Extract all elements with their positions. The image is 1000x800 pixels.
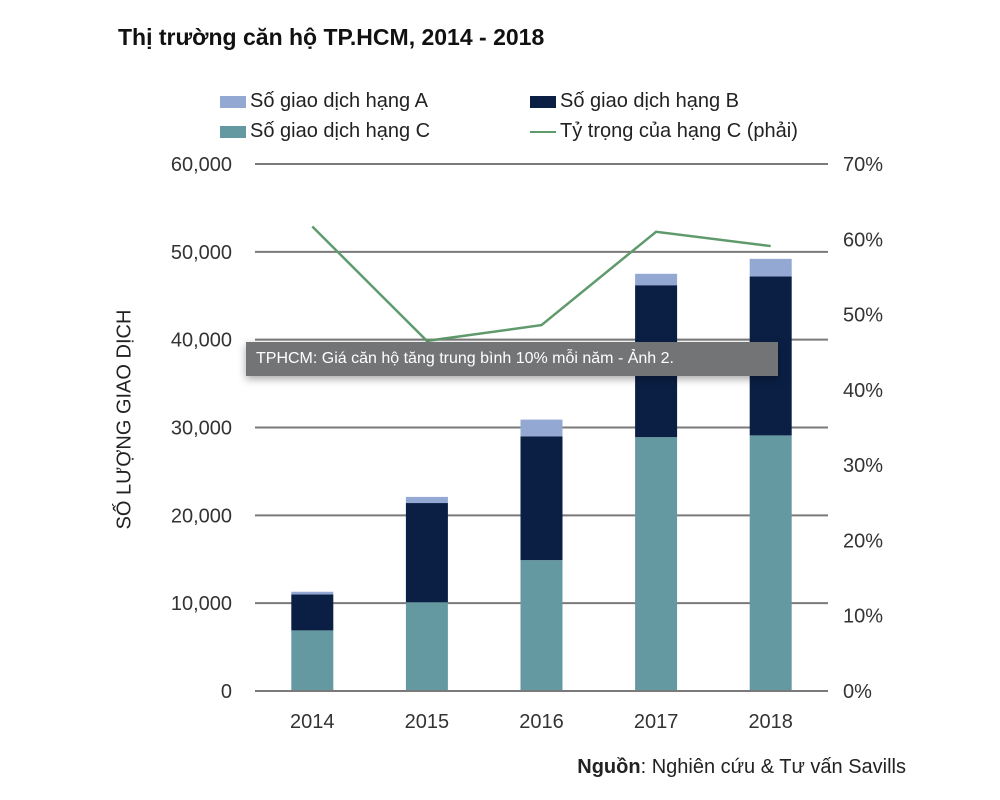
y-tick-label: 40,000 [171, 330, 232, 352]
bar-segment [405, 602, 448, 691]
bar-segment [291, 591, 334, 595]
legend-item-a: Số giao dịch hạng A [220, 90, 428, 113]
legend-label-b: Số giao dịch hạng B [560, 90, 740, 112]
y-tick-label: 50,000 [171, 242, 232, 264]
y-tick-label: 30,000 [171, 418, 232, 440]
legend-label-a: Số giao dịch hạng A [250, 90, 428, 112]
y-tick-label: 20,000 [171, 505, 232, 527]
bar-segment [749, 435, 792, 691]
source-label: Nguồn [577, 756, 641, 778]
legend-item-c: Số giao dịch hạng C [220, 120, 430, 143]
bar-segment [520, 419, 563, 437]
y-tick-label: 0 [221, 681, 232, 703]
x-tick-label: 2018 [748, 711, 793, 733]
source-text: : Nghiên cứu & Tư vấn Savills [640, 756, 906, 778]
source-note: Nguồn: Nghiên cứu & Tư vấn Savills [577, 756, 906, 779]
legend-label-c: Số giao dịch hạng C [250, 120, 431, 142]
bar-segment [635, 273, 678, 286]
bar-segment [749, 258, 792, 277]
legend-swatch-a [220, 95, 246, 108]
y2-tick-label: 30% [843, 455, 883, 477]
legend-item-b: Số giao dịch hạng B [530, 90, 739, 113]
image-caption-tooltip: TPHCM: Giá căn hộ tăng trung bình 10% mỗ… [246, 342, 778, 376]
x-tick-label: 2016 [519, 711, 564, 733]
y2-tick-label: 60% [843, 229, 883, 251]
bar-segment [635, 437, 678, 691]
line-series [311, 225, 771, 343]
y2-tick-label: 70% [843, 154, 883, 176]
x-tick-label: 2015 [405, 711, 450, 733]
y2-tick-label: 10% [843, 606, 883, 628]
bar-segment [405, 496, 448, 504]
legend-item-line: Tỷ trọng của hạng C (phải) [530, 120, 798, 143]
bar-segment [291, 594, 334, 631]
y-tick-label: 10,000 [171, 593, 232, 615]
y2-tick-label: 40% [843, 380, 883, 402]
bar-segment [291, 630, 334, 691]
x-tick-label: 2014 [290, 711, 335, 733]
legend-label-line: Tỷ trọng của hạng C (phải) [560, 120, 798, 142]
y2-tick-label: 0% [843, 681, 872, 703]
y-tick-label: 60,000 [171, 154, 232, 176]
bar-segment [520, 436, 563, 561]
chart-title: Thị trường căn hộ TP.HCM, 2014 - 2018 [118, 24, 545, 50]
legend-swatch-c [220, 125, 246, 138]
y2-tick-label: 50% [843, 305, 883, 327]
y2-tick-label: 20% [843, 530, 883, 552]
bar-segment [520, 560, 563, 691]
bar-segment [405, 503, 448, 603]
legend-swatch-line [530, 130, 556, 133]
legend-swatch-b [530, 95, 556, 108]
x-tick-label: 2017 [634, 711, 679, 733]
